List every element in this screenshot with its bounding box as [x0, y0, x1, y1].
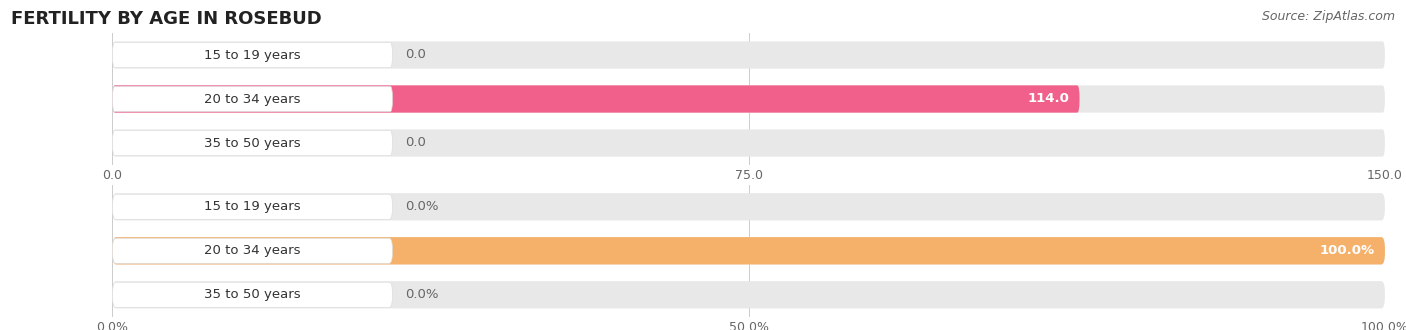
FancyBboxPatch shape	[112, 237, 1385, 264]
FancyBboxPatch shape	[112, 130, 392, 155]
Text: 0.0%: 0.0%	[405, 288, 439, 301]
FancyBboxPatch shape	[112, 237, 1385, 264]
FancyBboxPatch shape	[112, 85, 1080, 113]
FancyBboxPatch shape	[112, 85, 1385, 113]
Text: 20 to 34 years: 20 to 34 years	[204, 244, 301, 257]
FancyBboxPatch shape	[112, 43, 392, 68]
FancyBboxPatch shape	[112, 281, 1385, 309]
FancyBboxPatch shape	[112, 282, 392, 307]
Text: FERTILITY BY AGE IN ROSEBUD: FERTILITY BY AGE IN ROSEBUD	[11, 10, 322, 28]
Text: 20 to 34 years: 20 to 34 years	[204, 92, 301, 106]
Text: 0.0: 0.0	[405, 49, 426, 61]
Text: 114.0: 114.0	[1028, 92, 1070, 106]
FancyBboxPatch shape	[112, 238, 392, 263]
FancyBboxPatch shape	[112, 129, 1385, 157]
Text: Source: ZipAtlas.com: Source: ZipAtlas.com	[1261, 10, 1395, 23]
Text: 0.0: 0.0	[405, 137, 426, 149]
Text: 100.0%: 100.0%	[1320, 244, 1375, 257]
Text: 15 to 19 years: 15 to 19 years	[204, 49, 301, 61]
Text: 35 to 50 years: 35 to 50 years	[204, 137, 301, 149]
FancyBboxPatch shape	[112, 193, 1385, 220]
FancyBboxPatch shape	[112, 86, 392, 112]
Text: 35 to 50 years: 35 to 50 years	[204, 288, 301, 301]
FancyBboxPatch shape	[112, 41, 1385, 69]
FancyBboxPatch shape	[112, 194, 392, 219]
Text: 15 to 19 years: 15 to 19 years	[204, 200, 301, 213]
Text: 0.0%: 0.0%	[405, 200, 439, 213]
